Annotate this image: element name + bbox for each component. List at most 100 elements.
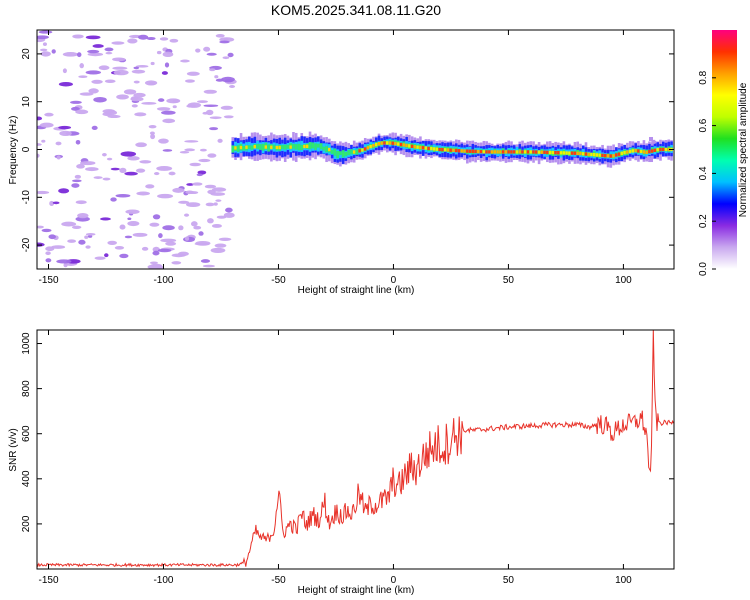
noise-speckle <box>85 167 99 172</box>
ridge-core-cell <box>565 151 568 155</box>
ridge-cell <box>325 145 328 153</box>
ridge-core-cell <box>584 152 588 156</box>
noise-speckle <box>162 149 173 152</box>
ridge-core-cell <box>397 142 400 146</box>
noise-speckle <box>76 164 85 169</box>
ridge-core-cell <box>410 144 414 149</box>
noise-speckle <box>75 109 89 115</box>
ridge-cell <box>283 144 287 150</box>
ridge-core-cell <box>554 150 557 155</box>
noise-speckle <box>38 30 53 34</box>
noise-speckle <box>211 223 222 228</box>
ridge-core-cell <box>601 153 604 158</box>
ridge-core-cell <box>275 145 279 150</box>
ridge-core-cell <box>408 144 411 148</box>
noise-speckle <box>93 96 107 103</box>
ridge-cell <box>319 143 323 150</box>
x-tick-label: -50 <box>271 575 286 586</box>
ridge-core-cell <box>637 149 640 153</box>
ridge-core-cell <box>645 150 648 155</box>
ridge-cell <box>259 144 262 150</box>
noise-speckle <box>225 207 233 213</box>
ridge-core-cell <box>430 146 433 151</box>
noise-speckle <box>218 237 232 241</box>
ridge-core-cell <box>488 150 491 154</box>
y-tick-label: 200 <box>21 515 32 532</box>
noise-speckle <box>75 140 81 145</box>
ridge-cell <box>333 148 337 156</box>
noise-speckle <box>224 79 234 83</box>
ridge-core-cell <box>399 142 403 147</box>
noise-speckle <box>45 258 52 263</box>
ridge-core-cell <box>303 144 306 149</box>
noise-speckle <box>162 51 174 58</box>
ridge-core-cell <box>394 141 397 146</box>
noise-speckle <box>37 143 42 146</box>
noise-speckle <box>112 66 128 70</box>
noise-speckle <box>59 130 72 137</box>
noise-speckle <box>58 188 70 194</box>
spectrogram-x-ticks: -150 -100 -50 0 50 100 <box>38 30 632 286</box>
noise-speckle <box>58 82 73 87</box>
ridge-core-cell <box>559 151 563 155</box>
ridge-cell <box>330 149 334 154</box>
noise-speckle <box>198 158 211 163</box>
ridge-core-cell <box>270 145 273 149</box>
ridge-core-cell <box>479 150 483 154</box>
noise-speckle <box>157 98 165 102</box>
ridge-core-cell <box>239 145 243 150</box>
noise-speckle <box>200 259 211 263</box>
noise-speckle <box>205 202 215 207</box>
ridge-cell <box>649 158 654 163</box>
noise-speckle <box>202 264 215 268</box>
noise-speckle <box>45 251 51 256</box>
spectrogram-y-ticks: -20 -10 0 10 20 <box>21 48 674 252</box>
noise-speckle <box>110 167 120 171</box>
ridge-cell <box>322 146 326 151</box>
ridge-core-cell <box>490 150 494 154</box>
noise-speckle <box>204 184 217 189</box>
noise-speckle <box>127 217 132 220</box>
ridge-core-cell <box>631 149 635 153</box>
noise-speckle <box>41 228 52 233</box>
ridge-core-cell <box>463 149 466 153</box>
ridge-core-cell <box>413 145 417 149</box>
noise-speckle <box>184 213 190 217</box>
noise-speckle <box>206 52 217 56</box>
ridge-core-cell <box>650 149 654 153</box>
ridge-cell <box>350 149 353 155</box>
noise-speckle <box>133 92 146 98</box>
noise-speckle <box>133 66 140 70</box>
ridge-core-cell <box>493 150 497 154</box>
noise-speckle <box>71 106 80 111</box>
ridge-cell <box>317 143 320 148</box>
noise-speckle <box>37 190 50 195</box>
noise-speckle <box>112 57 126 62</box>
noise-speckle <box>119 167 127 174</box>
noise-speckle <box>168 171 176 176</box>
noise-speckle <box>79 92 94 96</box>
noise-speckle <box>156 107 171 111</box>
ridge-cell <box>649 136 654 141</box>
ridge-core-cell <box>615 153 618 157</box>
ridge-core-cell <box>419 145 422 150</box>
ridge-core-cell <box>449 148 452 152</box>
spectrogram-area <box>37 30 673 269</box>
noise-speckle <box>223 115 234 119</box>
noise-speckle <box>149 261 158 265</box>
snr-x-ticks: -150 -100 -50 0 50 100 <box>38 330 632 586</box>
ridge-core-cell <box>443 148 447 152</box>
noise-speckle <box>157 193 174 199</box>
spectrogram-y-label: Frequency (Hz) <box>8 116 19 185</box>
ridge-cell <box>294 144 298 150</box>
ridge-core-cell <box>639 149 643 154</box>
noise-speckle <box>94 256 106 260</box>
ridge-core-cell <box>424 146 428 150</box>
noise-speckle <box>215 199 222 202</box>
noise-speckle <box>104 47 114 52</box>
noise-speckle <box>48 234 56 240</box>
noise-speckle <box>71 225 82 229</box>
noise-speckle <box>72 34 84 39</box>
ridge-core-cell <box>328 147 331 152</box>
noise-speckle <box>193 225 202 230</box>
